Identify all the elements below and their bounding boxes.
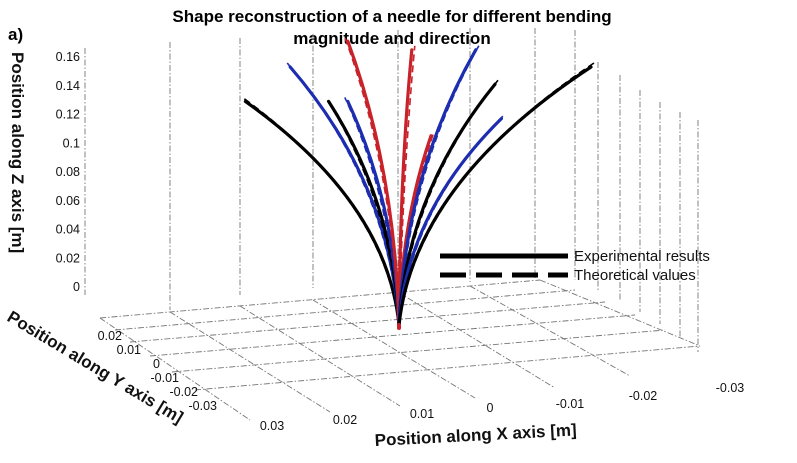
x-tick-label: -0.03 [716, 381, 745, 395]
z-tick-label: 0.08 [56, 165, 80, 179]
z-tick-label: 0 [73, 280, 80, 294]
z-tick-label: 0.06 [56, 194, 80, 208]
z-tick-label: 0.1 [63, 136, 80, 150]
y-tick-label: -0.03 [189, 399, 218, 413]
z-tick-label: 0.04 [56, 223, 80, 237]
chart-title-line-1: Shape reconstruction of a needle for dif… [172, 7, 611, 26]
legend: Experimental results Theoretical values [440, 248, 710, 284]
series-experimental-curve [397, 65, 593, 327]
y-tick-label: 0 [153, 357, 160, 371]
z-tick-label: 0.16 [56, 50, 80, 64]
x-tick-label: 0.01 [410, 407, 434, 421]
y-axis-ticks: 0.020.01 0-0.01-0.02-0.03 [98, 329, 217, 413]
chart-title-line-2: magnitude and direction [293, 29, 490, 48]
x-tick-label: -0.01 [556, 397, 585, 411]
legend-label-experimental: Experimental results [574, 248, 710, 265]
z-axis-ticks: 0 0.02 0.04 0.06 0.08 0.1 0.12 0.14 0.16 [56, 50, 80, 294]
x-axis-label: Position along X axis [m] [374, 420, 577, 450]
x-tick-label: 0 [487, 401, 494, 415]
panel-label: a) [8, 25, 23, 44]
z-tick-label: 0.02 [56, 251, 80, 265]
series-theoretical-curve [344, 36, 400, 326]
x-tick-label: 0.03 [260, 419, 284, 433]
x-tick-label: 0.02 [333, 413, 357, 427]
y-tick-label: -0.01 [151, 371, 180, 385]
z-tick-label: 0.14 [56, 79, 80, 93]
y-tick-label: -0.02 [170, 385, 199, 399]
x-axis-ticks: 0.03 0.02 0.01 0 -0.01 -0.02 -0.03 [260, 381, 744, 433]
z-axis-label: Position along Z axis [m] [8, 52, 27, 253]
series-curves [241, 36, 595, 330]
z-tick-label: 0.12 [56, 108, 80, 122]
x-tick-label: -0.02 [629, 389, 658, 403]
y-tick-label: 0.02 [98, 329, 122, 343]
series-experimental-curve [346, 39, 401, 327]
grid-lines [84, 28, 701, 421]
y-tick-label: 0.01 [117, 343, 141, 357]
legend-label-theoretical: Theoretical values [574, 267, 696, 284]
series-experimental-curve [243, 99, 401, 327]
